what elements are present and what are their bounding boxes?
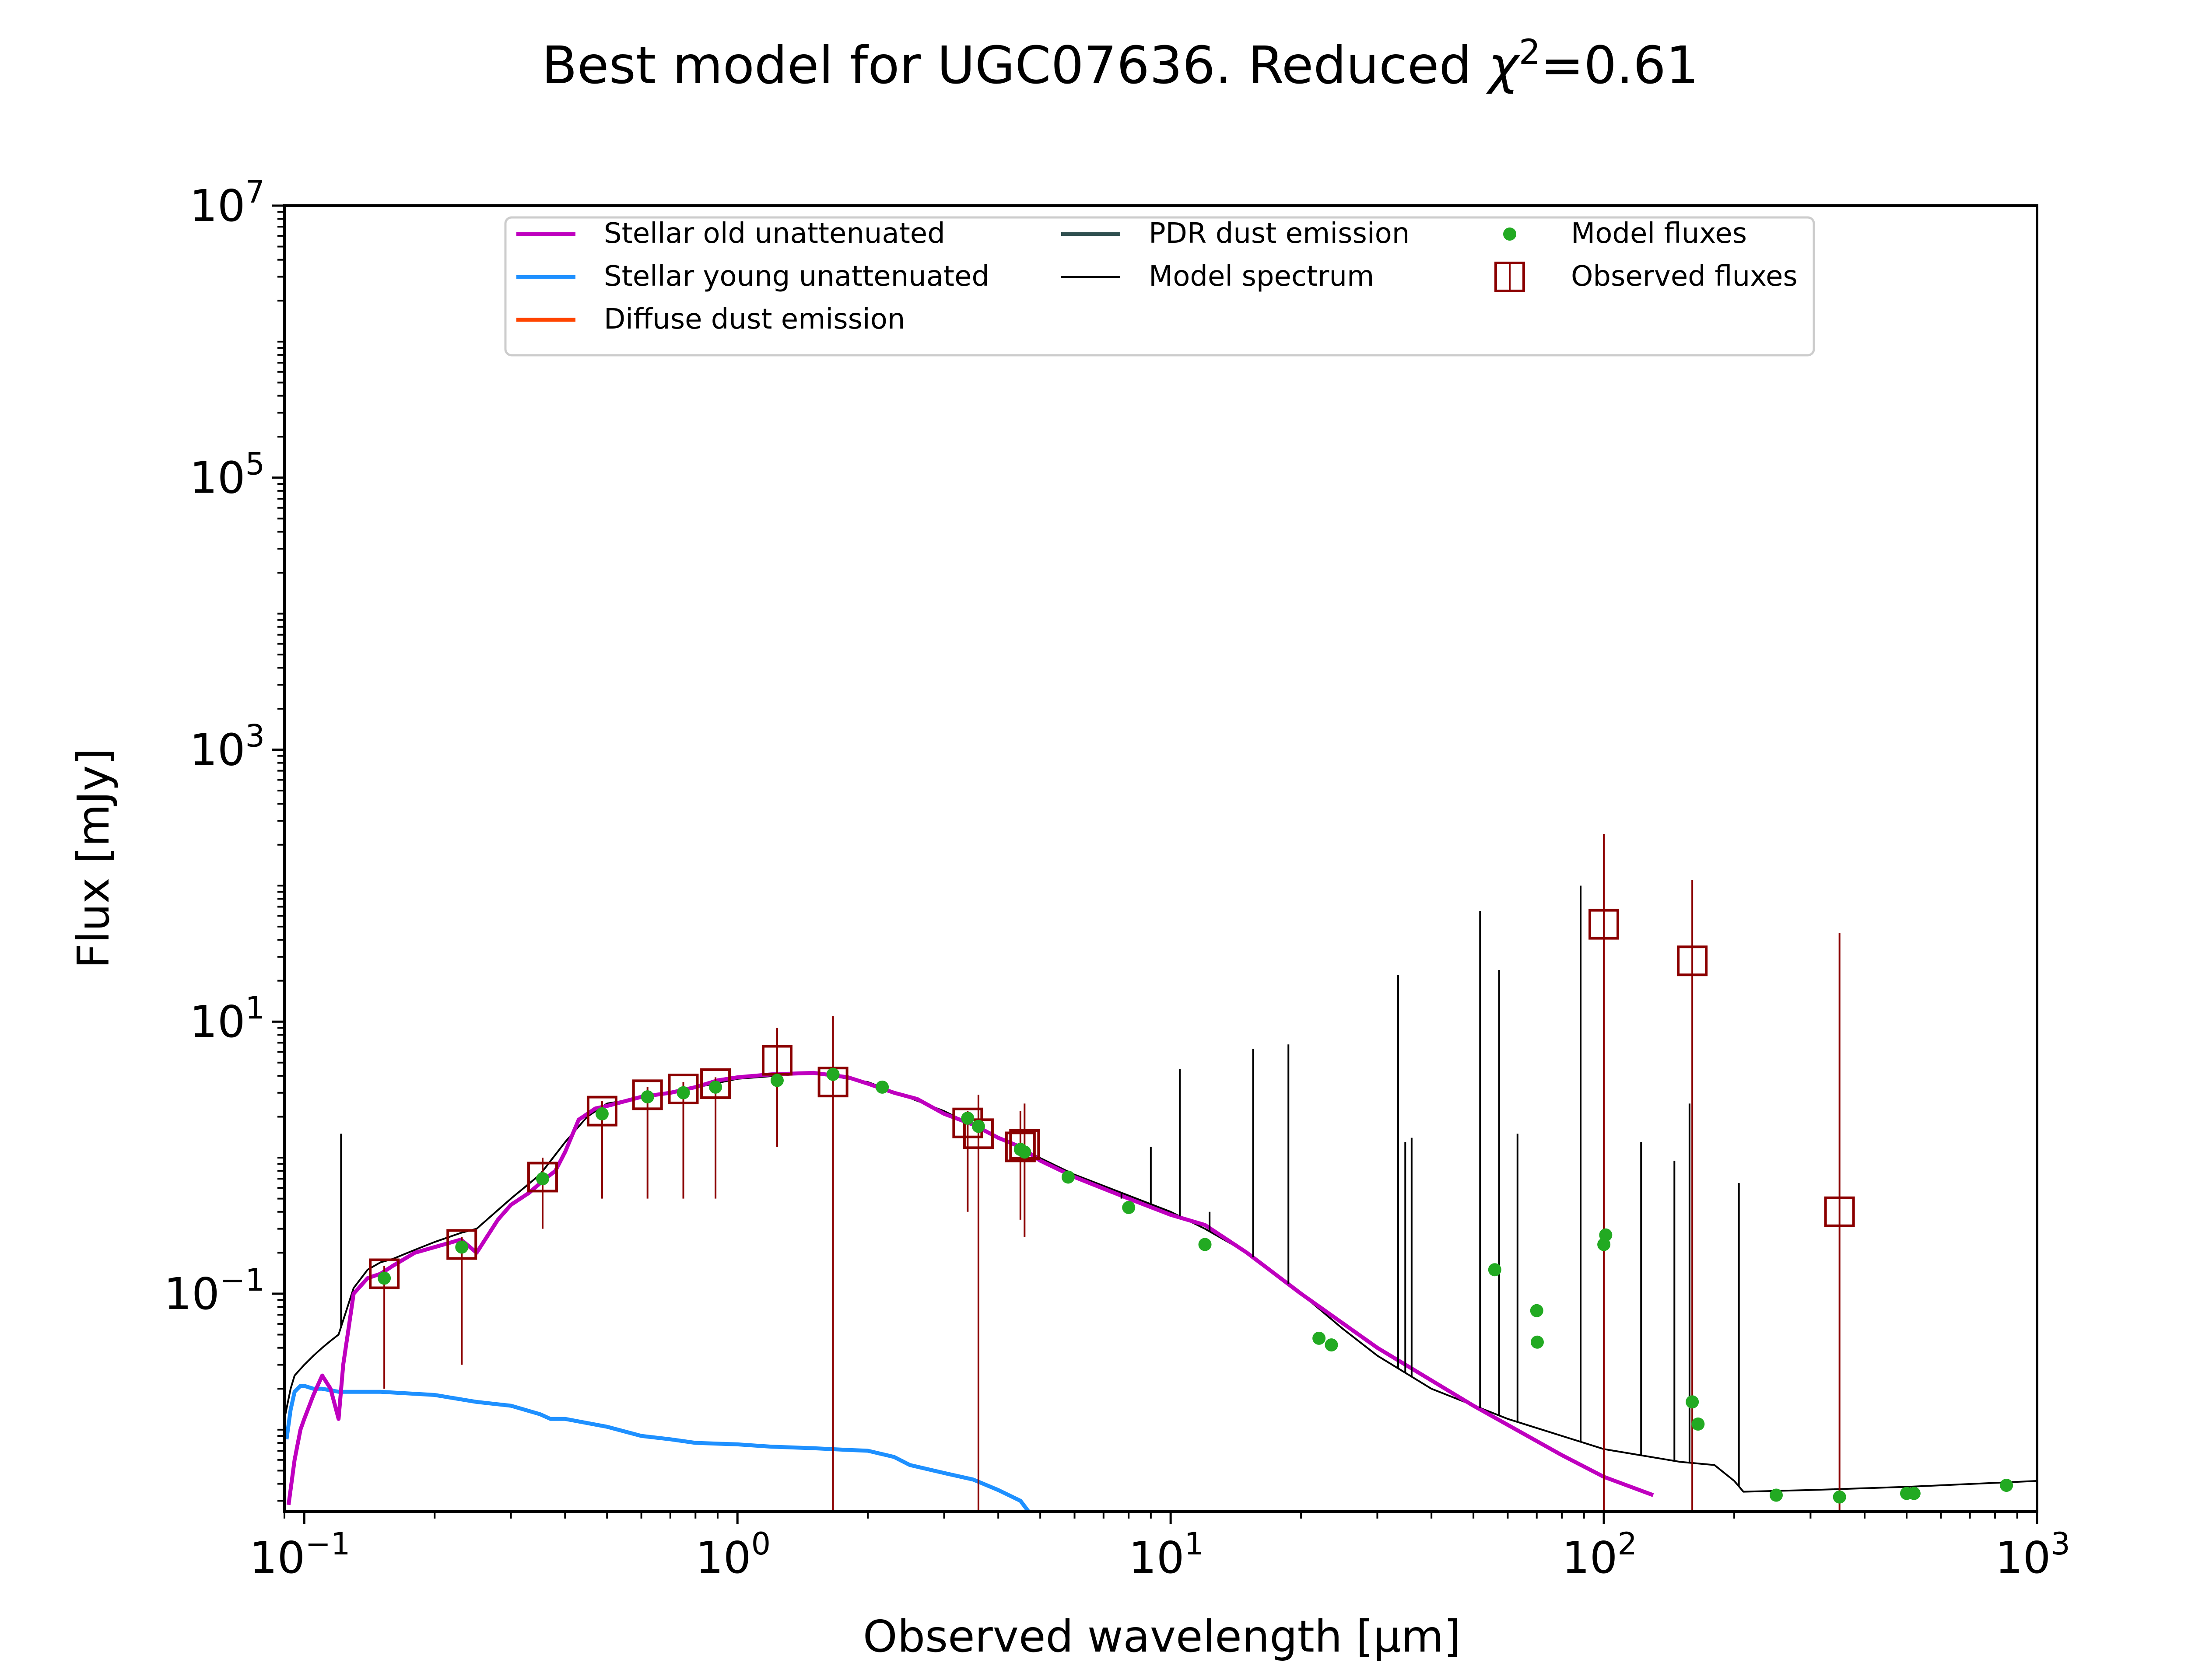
model-flux-point: [641, 1090, 654, 1104]
legend-label-model-fluxes: Model fluxes: [1571, 217, 1747, 250]
model-flux-point: [1061, 1170, 1075, 1184]
legend-label-pdr-dust-emission: PDR dust emission: [1149, 217, 1410, 250]
model-flux-point: [770, 1074, 784, 1087]
x-axis-label: Observed wavelength [μm]: [863, 1611, 1461, 1662]
y-tick-label: 10−1: [164, 1262, 265, 1320]
x-tick-label: 10−1: [249, 1526, 350, 1583]
model-flux-point: [1018, 1145, 1031, 1159]
model-flux-point: [709, 1080, 722, 1094]
model-flux-point: [1691, 1417, 1705, 1431]
model-flux-point: [1599, 1228, 1613, 1242]
x-tick-label: 102: [1562, 1526, 1637, 1583]
model-flux-point: [971, 1120, 985, 1133]
model-flux-point: [536, 1172, 549, 1186]
model-flux-point: [378, 1271, 391, 1285]
model-flux-point: [455, 1240, 469, 1254]
legend-label-stellar-young-unattenuated: Stellar young unattenuated: [604, 260, 989, 293]
model-flux-point: [2000, 1478, 2013, 1492]
model-flux-point: [1530, 1304, 1543, 1317]
model-flux-point: [1488, 1263, 1501, 1277]
observed-flux-point: [1677, 945, 1708, 976]
observed-flux-point: [1588, 909, 1620, 940]
model-flux-point: [826, 1068, 840, 1081]
series-line-stellar-old-unattenuated: [286, 1071, 1654, 1505]
legend-label-model-spectrum: Model spectrum: [1149, 260, 1374, 293]
observed-flux-point: [446, 1229, 477, 1260]
x-axis: 10−1 100 101 102 103: [249, 1512, 2070, 1583]
y-tick-label: 105: [189, 446, 265, 504]
model-flux-point: [1198, 1238, 1212, 1251]
markers-layer: [369, 834, 2013, 1512]
model-flux-point: [677, 1086, 690, 1099]
model-flux-point: [1770, 1488, 1783, 1502]
y-tick-label: 103: [189, 718, 265, 775]
observed-flux-point: [1005, 1131, 1036, 1162]
y-axis-label: Flux [mJy]: [68, 748, 119, 969]
legend-swatch-model-fluxes: [1503, 228, 1516, 241]
legend-label-diffuse-dust-emission: Diffuse dust emission: [604, 303, 905, 336]
model-flux-point: [1122, 1201, 1136, 1214]
legend: Stellar old unattenuated Stellar young un…: [504, 216, 1815, 357]
x-tick-label: 100: [695, 1526, 771, 1583]
observed-flux-point: [369, 1258, 400, 1289]
observed-flux-point: [1824, 1196, 1855, 1227]
observed-flux-point: [632, 1079, 663, 1110]
observed-flux-point: [700, 1068, 731, 1099]
observed-flux-point: [668, 1074, 699, 1105]
plot-frame: [283, 204, 2038, 1513]
legend-label-observed-fluxes: Observed fluxes: [1571, 260, 1798, 293]
model-flux-point: [876, 1080, 889, 1094]
plot-area: [284, 886, 2037, 1512]
model-flux-point: [1530, 1335, 1544, 1349]
x-tick-label: 103: [1995, 1526, 2070, 1583]
model-flux-point: [961, 1111, 975, 1125]
legend-box: [504, 216, 1815, 357]
model-flux-point: [1907, 1487, 1921, 1500]
observed-flux-point: [527, 1162, 558, 1193]
y-tick-label: 101: [189, 990, 265, 1047]
observed-flux-point: [586, 1096, 617, 1127]
observed-flux-point: [963, 1118, 994, 1149]
model-flux-point: [1833, 1490, 1846, 1504]
y-tick-label: 107: [189, 174, 265, 231]
chart-title: Best model for UGC07636. Reduced χ2=0.61: [542, 33, 1699, 95]
model-flux-point: [1312, 1331, 1326, 1345]
model-flux-point: [1325, 1338, 1338, 1352]
x-tick-label: 101: [1129, 1526, 1204, 1583]
model-flux-point: [595, 1107, 609, 1120]
model-flux-point: [1686, 1395, 1699, 1409]
legend-label-stellar-old-unattenuated: Stellar old unattenuated: [604, 217, 945, 250]
y-axis: 10−1 101 103 105 107: [164, 174, 284, 1502]
